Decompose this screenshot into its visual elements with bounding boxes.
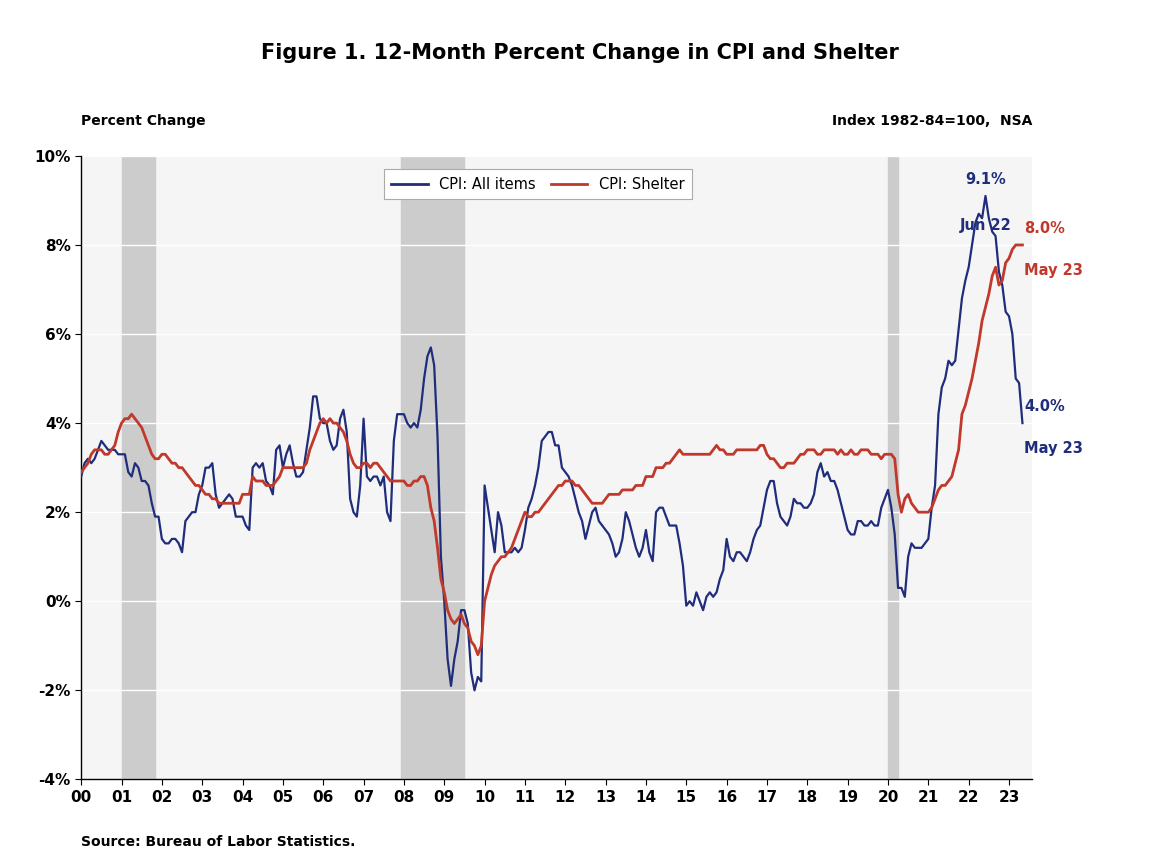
Legend: CPI: All items, CPI: Shelter: CPI: All items, CPI: Shelter bbox=[384, 170, 691, 199]
Text: Index 1982-84=100,  NSA: Index 1982-84=100, NSA bbox=[832, 113, 1032, 128]
Bar bbox=[400, 156, 464, 779]
Text: May 23: May 23 bbox=[1024, 262, 1083, 278]
Bar bbox=[122, 156, 155, 779]
Text: Percent Change: Percent Change bbox=[81, 113, 205, 128]
Text: 4.0%: 4.0% bbox=[1024, 399, 1065, 414]
Text: 9.1%: 9.1% bbox=[965, 172, 1006, 187]
Text: May 23: May 23 bbox=[1024, 441, 1083, 456]
Text: Jun 22: Jun 22 bbox=[959, 218, 1012, 233]
Text: Source: Bureau of Labor Statistics.: Source: Bureau of Labor Statistics. bbox=[81, 835, 356, 849]
Text: 8.0%: 8.0% bbox=[1024, 221, 1065, 236]
Bar bbox=[889, 156, 898, 779]
Text: Figure 1. 12-Month Percent Change in CPI and Shelter: Figure 1. 12-Month Percent Change in CPI… bbox=[261, 43, 899, 63]
